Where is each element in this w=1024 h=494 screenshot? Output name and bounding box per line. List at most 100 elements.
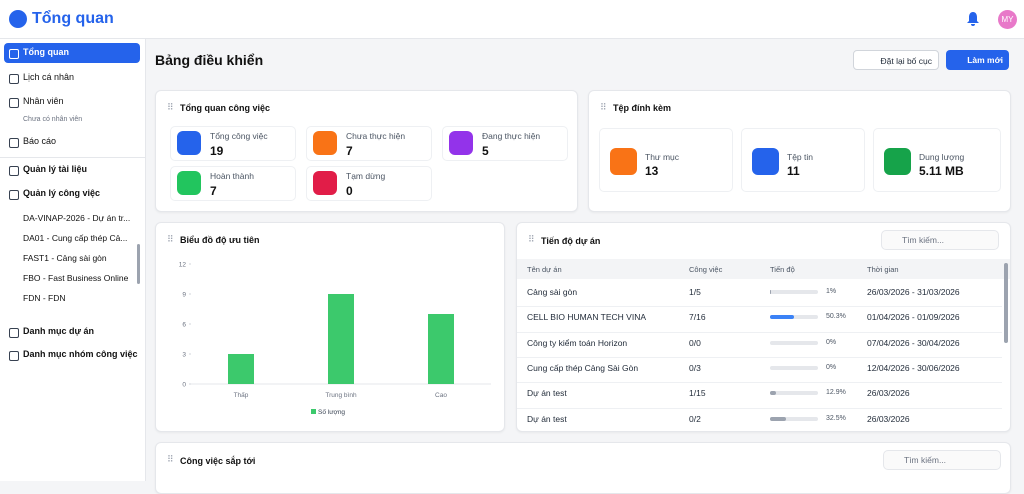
progress-label: 32.5% <box>826 415 846 422</box>
progress-bar <box>770 391 776 395</box>
stat-value: 5 <box>482 144 489 158</box>
nav-item[interactable]: Báo cáo <box>23 136 56 146</box>
stat-label: Thư mục <box>645 152 679 162</box>
project-name: Dự án test <box>527 414 567 424</box>
top-bar: Tổng quan MY <box>0 0 1024 39</box>
avatar[interactable]: MY <box>998 10 1017 29</box>
stat-icon <box>752 148 779 175</box>
progress-bar <box>770 315 794 319</box>
logo-icon <box>9 10 27 28</box>
stat-icon <box>884 148 911 175</box>
nav-icon <box>9 190 19 200</box>
task-count: 0/2 <box>689 414 701 424</box>
page: {"header":{"title":"Tổng quan","avatar":… <box>0 0 1024 481</box>
card-title: Công việc sắp tới <box>180 456 255 466</box>
stat-label: Tổng công việc <box>210 131 268 141</box>
stat-value: 5.11 MB <box>919 164 964 178</box>
bar <box>228 354 254 384</box>
legend-label: Số lượng <box>318 407 345 416</box>
reset-layout-button[interactable]: Đặt lại bố cục <box>853 50 939 70</box>
card-title: Tiến độ dự án <box>541 236 600 246</box>
stat-value: 11 <box>787 164 800 178</box>
project-item[interactable]: DA01 - Cung cấp thép Cả... <box>23 233 127 243</box>
progress-label: 0% <box>826 339 836 346</box>
column-header: Thời gian <box>867 265 899 274</box>
stat-label: Chưa thực hiện <box>346 131 405 141</box>
time-range: 26/03/2026 - 31/03/2026 <box>867 287 960 297</box>
project-item[interactable]: FAST1 - Cảng sài gòn <box>23 253 107 263</box>
search-input[interactable]: Tìm kiếm... <box>883 450 1001 470</box>
project-name: CELL BIO HUMAN TECH VINA <box>527 312 646 322</box>
nav-item[interactable]: Danh mục dự án <box>23 326 94 336</box>
nav-item[interactable]: Quản lý tài liệu <box>23 164 87 174</box>
stat-icon <box>610 148 637 175</box>
nav-icon <box>9 74 19 84</box>
nav-item[interactable]: Danh mục nhóm công việc <box>23 349 138 359</box>
nav-icon <box>9 328 19 338</box>
project-name: Cảng sài gòn <box>527 287 577 297</box>
stat-icon <box>177 131 201 155</box>
project-name: Công ty kiểm toán Horizon <box>527 338 627 348</box>
y-tick-label: 12 <box>179 262 187 269</box>
progress-bar <box>770 417 786 421</box>
nav-icon <box>9 98 19 108</box>
time-range: 07/04/2026 - 30/04/2026 <box>867 338 960 348</box>
time-range: 26/03/2026 <box>867 388 910 398</box>
progress-label: 50.3% <box>826 313 846 320</box>
nav-item[interactable]: Quản lý công việc <box>23 188 100 198</box>
stat-value: 19 <box>210 144 223 158</box>
y-tick-label: 9 <box>182 292 186 299</box>
task-count: 0/3 <box>689 363 701 373</box>
y-tick-label: 3 <box>182 352 186 359</box>
bell-icon[interactable] <box>966 11 980 27</box>
column-header: Tên dự án <box>527 265 562 274</box>
card-title: Tệp đính kèm <box>613 103 671 113</box>
task-count: 0/0 <box>689 338 701 348</box>
card-title: Tổng quan công việc <box>180 103 270 113</box>
row-divider <box>517 382 1002 383</box>
search-input[interactable]: Tìm kiếm... <box>881 230 999 250</box>
column-header: Tiến độ <box>770 265 795 274</box>
progress-track <box>770 341 818 345</box>
project-item[interactable]: FDN - FDN <box>23 293 66 303</box>
nav-item[interactable]: Nhân viên <box>23 96 64 106</box>
bar <box>428 314 454 384</box>
progress-track <box>770 366 818 370</box>
row-divider <box>517 357 1002 358</box>
nav-item[interactable]: Lịch cá nhân <box>23 72 74 82</box>
project-item[interactable]: DA-VINAP-2026 - Dự án tr... <box>23 213 130 223</box>
nav-item[interactable]: Tổng quan <box>23 47 69 57</box>
nav-icon <box>9 49 19 59</box>
stat-box: Tổng công việc 19 <box>170 126 296 161</box>
stat-icon <box>313 171 337 195</box>
stat-icon <box>449 131 473 155</box>
task-count: 1/5 <box>689 287 701 297</box>
stat-value: 13 <box>645 164 658 178</box>
progress-label: 12.9% <box>826 389 846 396</box>
x-tick-label: Thấp <box>234 390 249 399</box>
time-range: 01/04/2026 - 01/09/2026 <box>867 312 960 322</box>
legend-swatch <box>311 409 316 414</box>
stat-value: 7 <box>210 184 217 198</box>
refresh-button[interactable]: Làm mới <box>946 50 1009 70</box>
stat-value: 7 <box>346 144 353 158</box>
stat-box: Đang thực hiện 5 <box>442 126 568 161</box>
divider <box>0 157 145 158</box>
nav-icon <box>9 351 19 361</box>
scrollbar <box>1004 263 1008 343</box>
scrollbar <box>137 244 140 284</box>
stat-label: Đang thực hiện <box>482 131 540 141</box>
stat-box: Thư mục 13 <box>599 128 733 192</box>
stat-value: 0 <box>346 184 353 198</box>
project-item[interactable]: FBO - Fast Business Online <box>23 273 128 283</box>
app-title: Tổng quan <box>32 10 114 28</box>
